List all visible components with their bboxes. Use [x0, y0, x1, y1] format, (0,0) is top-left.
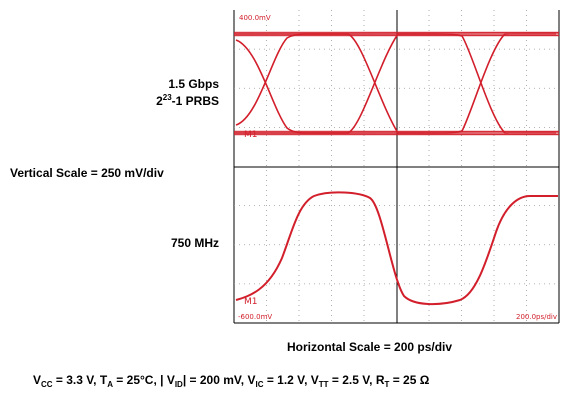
scope-grid	[233, 10, 560, 324]
vcc-symbol: V	[33, 373, 42, 387]
prbs-exponent: 23	[162, 93, 172, 102]
prbs-base: 2	[156, 94, 163, 108]
rt-symbol: R	[375, 373, 385, 387]
vtt-symbol: V	[310, 373, 319, 387]
scope-readout-bottom-right: 200.0ps/div	[516, 313, 557, 321]
rt-value: = 25 Ω	[389, 373, 430, 387]
frequency-label: 750 MHz	[170, 236, 219, 250]
vid-symbol: | V	[160, 373, 175, 387]
prbs-label: 223-1 PRBS	[156, 93, 219, 109]
ta-subscript: A	[107, 380, 113, 389]
eye-high-rail	[233, 32, 560, 34]
marker-bottom: M1	[244, 297, 258, 307]
prbs-rest: -1 PRBS	[171, 94, 219, 108]
vcc-value: = 3.3 V,	[52, 373, 100, 387]
ta-symbol: T	[99, 373, 108, 387]
vic-subscript: IC	[255, 380, 264, 389]
eye-crossing-3	[306, 33, 435, 134]
marker-top: M1	[244, 130, 258, 140]
test-conditions: VCC = 3.3 V, TA = 25°C, | VID| = 200 mV,…	[33, 373, 430, 389]
vic-symbol: V	[247, 373, 256, 387]
rt-subscript: T	[384, 380, 390, 389]
eye-crossing-6	[434, 33, 556, 134]
data-rate-label: 1.5 Gbps	[168, 77, 219, 91]
ta-value: = 25°C,	[112, 373, 161, 387]
vcc-subscript: CC	[41, 380, 53, 389]
scope-readout-bottom-left: -600.0mV	[238, 313, 272, 321]
vid-subscript: ID	[174, 380, 183, 389]
vertical-scale-label: Vertical Scale = 250 mV/div	[10, 166, 164, 180]
scope-readout-top: 400.0mV	[239, 14, 271, 22]
eye-crossing-4	[306, 33, 435, 134]
horizontal-scale-label: Horizontal Scale = 200 ps/div	[287, 340, 453, 354]
vic-value: = 1.2 V,	[263, 373, 311, 387]
scope-traces	[233, 31, 560, 306]
eye-crossing-5	[434, 33, 556, 134]
vtt-subscript: TT	[318, 380, 329, 389]
eye-crossing-1	[235, 39, 307, 134]
eye-crossing-2	[235, 33, 307, 126]
vtt-value: = 2.5 V,	[328, 373, 376, 387]
vid-value: | = 200 mV,	[182, 373, 248, 387]
clock-waveform	[235, 191, 558, 306]
